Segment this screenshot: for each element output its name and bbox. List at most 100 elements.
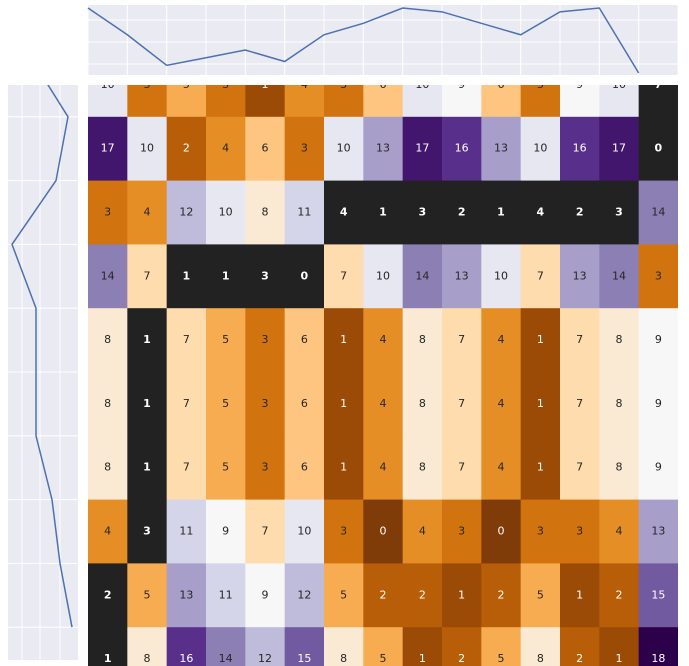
cell (245, 244, 286, 309)
cell-label: 1 (143, 461, 151, 474)
cell-label: 9 (458, 78, 465, 91)
cell (166, 435, 207, 501)
cell-label: 8 (262, 206, 269, 219)
cell (166, 563, 207, 628)
cell-label: 2 (380, 588, 387, 601)
cell (206, 244, 246, 309)
cell-label: 7 (458, 461, 465, 474)
cell (363, 244, 404, 309)
cell (88, 244, 128, 309)
cell (442, 180, 482, 245)
cell (88, 563, 128, 628)
cell (206, 85, 246, 118)
cell (520, 435, 561, 501)
cell (245, 627, 286, 666)
cell-label: 3 (537, 525, 544, 538)
cell (520, 308, 561, 373)
cell (402, 244, 443, 309)
cell-label: 10 (415, 78, 429, 91)
cell-label: 16 (573, 142, 587, 155)
cell-label: 5 (340, 588, 347, 601)
cell (284, 85, 325, 118)
cell (520, 627, 561, 666)
cell (206, 499, 246, 564)
cell (363, 308, 404, 373)
cell-label: 3 (340, 78, 347, 91)
cell (127, 308, 168, 373)
cell-label: 3 (340, 525, 347, 538)
cell (560, 244, 600, 309)
cell-label: 3 (615, 206, 623, 219)
cell (599, 244, 640, 309)
cell (363, 563, 404, 628)
cell (638, 244, 678, 309)
cell (324, 372, 364, 437)
cell-label: 2 (576, 206, 584, 219)
cell-label: 15 (651, 588, 665, 601)
cell (442, 372, 482, 437)
cell-label: 3 (144, 78, 151, 91)
cell (324, 435, 364, 501)
cell (599, 627, 640, 666)
cell-label: 8 (419, 333, 426, 346)
cell (363, 435, 404, 501)
cell-label: 7 (655, 78, 663, 91)
cell (88, 308, 128, 373)
cell (402, 85, 443, 118)
cell (560, 308, 600, 373)
cell (363, 116, 404, 182)
cell-label: 5 (222, 333, 229, 346)
cell (638, 116, 678, 182)
cell (402, 116, 443, 182)
cell (245, 435, 286, 501)
cell-label: 8 (616, 333, 623, 346)
cell-label: 8 (616, 397, 623, 410)
cell (560, 563, 600, 628)
cell-label: 7 (537, 269, 544, 282)
cell (324, 627, 364, 666)
cell-label: 1 (419, 652, 426, 665)
cell (88, 499, 128, 564)
cell (560, 435, 600, 501)
cell-label: 4 (498, 397, 505, 410)
cell (166, 244, 207, 309)
cell-label: 4 (380, 333, 387, 346)
cell (245, 85, 286, 118)
cell-label: 7 (183, 333, 190, 346)
cell-label: 1 (497, 206, 505, 219)
cell (166, 180, 207, 245)
cell-label: 10 (140, 142, 154, 155)
cell (442, 308, 482, 373)
cell-label: 9 (222, 525, 229, 538)
grid (8, 5, 679, 660)
cell-label: 5 (222, 397, 229, 410)
cell (638, 499, 678, 564)
cell-label: 12 (297, 588, 311, 601)
cell-label: 3 (576, 525, 583, 538)
cell-label: 9 (655, 333, 662, 346)
cell (481, 372, 522, 437)
cell (638, 85, 678, 118)
cell-label: 2 (419, 588, 426, 601)
cell (599, 308, 640, 373)
cell-label: 12 (258, 652, 272, 665)
cell (88, 85, 128, 118)
cell (88, 627, 128, 666)
cell-label: 4 (498, 333, 505, 346)
cell (442, 499, 482, 564)
cell (442, 435, 482, 501)
cell (481, 499, 522, 564)
cell-label: 6 (301, 461, 308, 474)
cell-label: 4 (222, 142, 229, 155)
cell-label: 4 (419, 525, 426, 538)
cell (245, 563, 286, 628)
cell (206, 563, 246, 628)
cell (284, 435, 325, 501)
cell-label: 13 (455, 269, 469, 282)
cell (127, 85, 168, 118)
cell (402, 308, 443, 373)
cell-label: 8 (144, 652, 151, 665)
cell-label: 5 (144, 588, 151, 601)
cell-label: 1 (576, 588, 583, 601)
cell-label: 14 (101, 269, 115, 282)
